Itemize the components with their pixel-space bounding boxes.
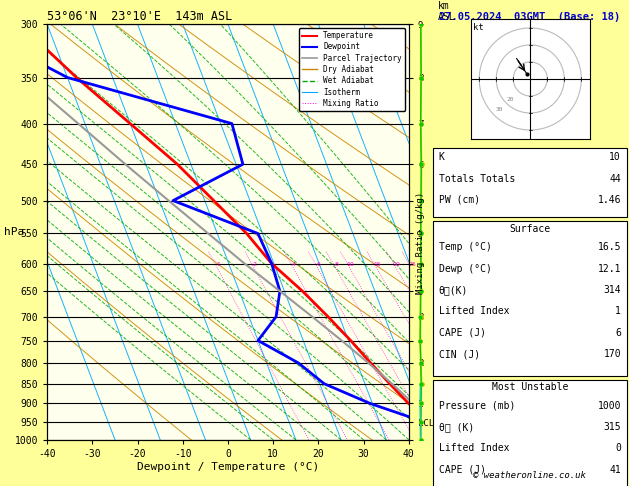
Text: 44: 44 (610, 174, 621, 184)
Text: 15: 15 (374, 262, 381, 267)
Text: km
ASL: km ASL (438, 0, 455, 22)
Text: θᴇ(K): θᴇ(K) (439, 285, 468, 295)
Text: © weatheronline.co.uk: © weatheronline.co.uk (474, 471, 586, 480)
Text: 12.1: 12.1 (598, 263, 621, 274)
Legend: Temperature, Dewpoint, Parcel Trajectory, Dry Adiabat, Wet Adiabat, Isotherm, Mi: Temperature, Dewpoint, Parcel Trajectory… (299, 28, 405, 111)
Text: CIN (J): CIN (J) (439, 349, 480, 359)
Text: 6: 6 (316, 262, 320, 267)
Text: 20: 20 (393, 262, 401, 267)
Text: Surface: Surface (509, 224, 550, 234)
Text: 20: 20 (506, 97, 513, 102)
Text: 53°06'N  23°10'E  143m ASL: 53°06'N 23°10'E 143m ASL (47, 10, 233, 23)
Text: 4: 4 (292, 262, 296, 267)
Text: 8: 8 (334, 262, 338, 267)
Text: θᴇ (K): θᴇ (K) (439, 422, 474, 432)
Text: Most Unstable: Most Unstable (492, 382, 568, 393)
Bar (433, 380, 627, 486)
Text: Dewp (°C): Dewp (°C) (439, 263, 492, 274)
Text: 27.05.2024  03GMT  (Base: 18): 27.05.2024 03GMT (Base: 18) (439, 12, 621, 22)
Text: 1.46: 1.46 (598, 195, 621, 205)
Text: 25: 25 (408, 262, 416, 267)
Text: 10: 10 (610, 152, 621, 162)
Text: 16.5: 16.5 (598, 242, 621, 252)
Bar (433, 221, 627, 376)
Text: 10: 10 (347, 262, 354, 267)
Text: 0: 0 (615, 443, 621, 453)
Text: Mixing Ratio (g/kg): Mixing Ratio (g/kg) (416, 192, 425, 294)
Text: 1: 1 (615, 306, 621, 316)
Text: kt: kt (473, 23, 484, 32)
Text: 2: 2 (253, 262, 257, 267)
Text: Lifted Index: Lifted Index (439, 443, 509, 453)
Text: 1000: 1000 (598, 400, 621, 411)
Text: 170: 170 (603, 349, 621, 359)
Text: 6: 6 (615, 328, 621, 338)
Text: 41: 41 (610, 465, 621, 475)
Text: Lifted Index: Lifted Index (439, 306, 509, 316)
X-axis label: Dewpoint / Temperature (°C): Dewpoint / Temperature (°C) (137, 462, 319, 471)
Text: hPa: hPa (4, 227, 25, 237)
Text: 315: 315 (603, 422, 621, 432)
Text: 1: 1 (216, 262, 220, 267)
Text: Totals Totals: Totals Totals (439, 174, 515, 184)
Text: PW (cm): PW (cm) (439, 195, 480, 205)
Bar (433, 148, 627, 217)
Text: CAPE (J): CAPE (J) (439, 328, 486, 338)
Text: Temp (°C): Temp (°C) (439, 242, 492, 252)
Text: 314: 314 (603, 285, 621, 295)
Text: CAPE (J): CAPE (J) (439, 465, 486, 475)
Text: K: K (439, 152, 445, 162)
Text: Pressure (mb): Pressure (mb) (439, 400, 515, 411)
Text: 30: 30 (496, 107, 503, 112)
